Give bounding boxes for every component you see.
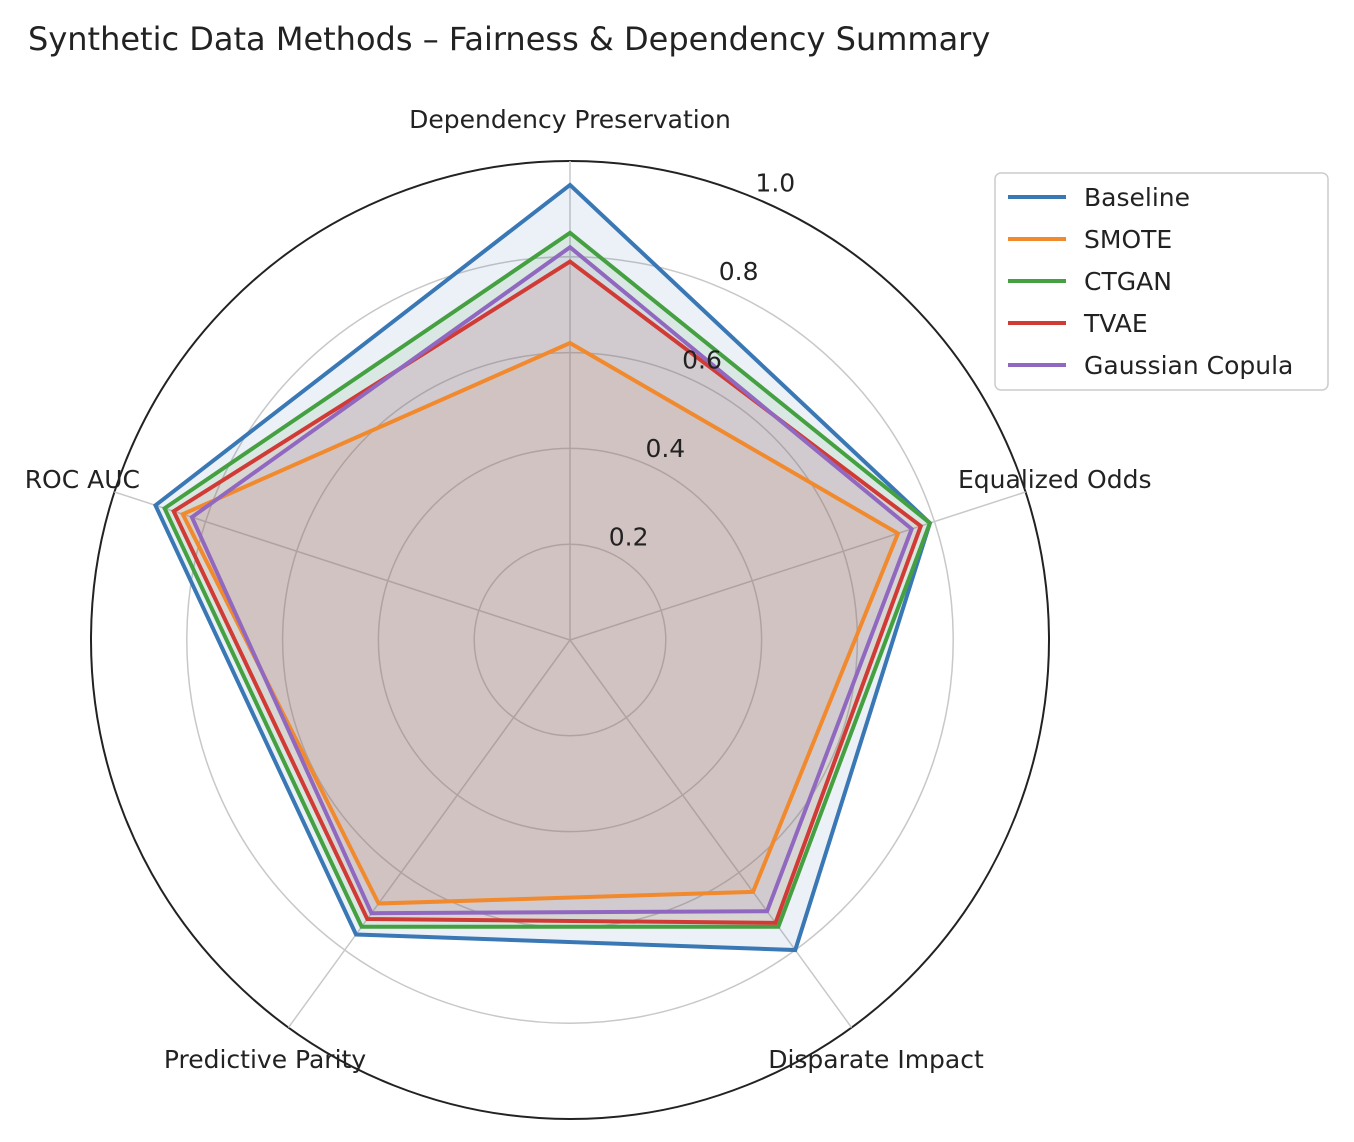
- legend-label: TVAE: [1083, 309, 1148, 338]
- labels-layer: Dependency Preservation Equalized Odds Dis…: [25, 105, 1152, 1074]
- axis-label: Predictive Parity: [164, 1045, 366, 1074]
- axis-spoke: [287, 639, 571, 1028]
- axis-spoke: [569, 491, 1026, 641]
- legend-frame: [994, 172, 1329, 391]
- axis-label: ROC AUC: [25, 465, 140, 494]
- radial-tick-label: 0.6: [682, 345, 722, 374]
- legend-label: Baseline: [1084, 183, 1190, 212]
- series-fill-tvae: [173, 261, 921, 923]
- legend-label: SMOTE: [1084, 225, 1172, 254]
- series-fill-smote: [182, 343, 899, 904]
- series-line-baseline: [152, 182, 933, 953]
- axis-spoke: [569, 639, 853, 1028]
- legend-label: CTGAN: [1084, 267, 1172, 296]
- axis-label: Equalized Odds: [958, 465, 1151, 494]
- axis-label: Dependency Preservation: [409, 105, 731, 134]
- radial-tick-label: 0.8: [719, 257, 759, 286]
- grid: [90, 160, 1050, 1120]
- chart-title: Synthetic Data Methods – Fairness & Depe…: [28, 20, 990, 58]
- series-layer: [152, 182, 933, 953]
- series-fill-gaussian-copula: [191, 247, 912, 914]
- series-line-smote: [180, 340, 901, 906]
- legend-label: Gaussian Copula: [1084, 351, 1293, 380]
- radial-tick-label: 0.4: [645, 434, 685, 463]
- series-line-gaussian-copula: [189, 244, 915, 916]
- radial-tick-label: 1.0: [755, 168, 795, 197]
- series-line-tvae: [171, 259, 924, 925]
- series-fill-ctgan: [164, 232, 930, 927]
- axis-label: Disparate Impact: [768, 1045, 984, 1074]
- series-line-ctgan: [162, 230, 933, 929]
- legend: Baseline SMOTE CTGAN TVAE Gaussian Copula: [994, 172, 1329, 391]
- radial-tick-label: 0.2: [609, 522, 649, 551]
- series-fill-baseline: [155, 184, 930, 951]
